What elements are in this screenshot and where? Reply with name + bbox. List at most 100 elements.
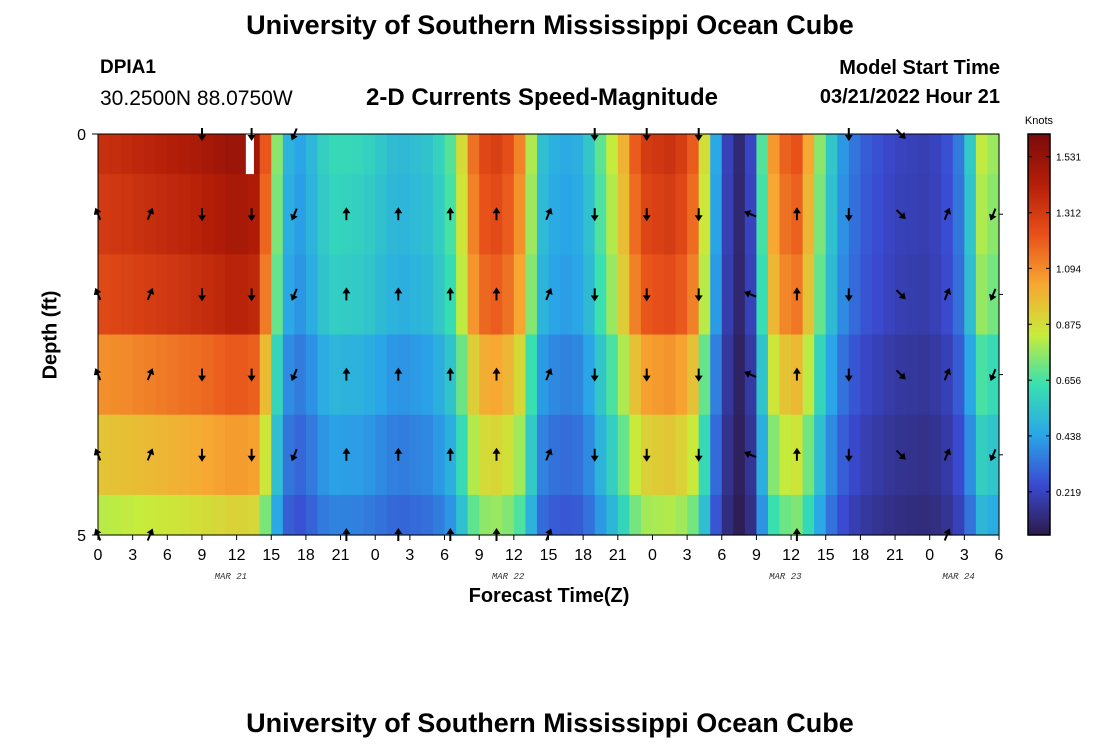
heatmap-cell xyxy=(536,334,550,416)
current-arrow xyxy=(642,208,651,222)
heatmap-cell xyxy=(825,414,838,496)
current-arrow xyxy=(792,447,801,461)
heatmap-cell xyxy=(929,174,942,255)
heatmap-cell xyxy=(814,254,827,336)
heatmap-cell xyxy=(178,414,192,496)
heatmap-cell xyxy=(178,254,192,336)
heatmap-cell xyxy=(432,414,446,496)
heatmap-cell xyxy=(767,414,781,496)
current-arrow xyxy=(744,290,757,298)
heatmap-cell xyxy=(329,494,342,536)
heatmap-cell xyxy=(167,334,180,416)
heatmap-cell xyxy=(675,494,688,536)
heatmap-cell xyxy=(617,414,630,496)
heatmap-cell xyxy=(375,254,388,336)
heatmap-cell xyxy=(329,174,342,255)
heatmap-cell xyxy=(502,334,515,416)
heatmap-cell xyxy=(536,174,550,255)
x-tick-label: 21 xyxy=(332,547,350,564)
current-arrow xyxy=(792,207,801,221)
current-vectors xyxy=(93,128,997,541)
heatmap-cell xyxy=(513,174,526,255)
heatmap-cell xyxy=(744,494,758,536)
heatmap-cell xyxy=(964,414,977,496)
heatmap-cell xyxy=(305,334,319,416)
current-arrow xyxy=(545,287,553,301)
current-arrow xyxy=(394,207,403,221)
heatmap-cell xyxy=(109,414,122,496)
x-tick-label: 21 xyxy=(886,547,904,564)
heatmap-cell xyxy=(386,334,399,416)
heatmap-cell xyxy=(432,174,446,255)
current-arrow xyxy=(590,368,599,382)
heatmap-cell xyxy=(109,494,122,536)
heatmap-cell xyxy=(548,494,561,536)
heatmap-cell xyxy=(190,414,203,496)
heatmap-cell xyxy=(467,134,480,175)
current-arrow xyxy=(642,368,651,382)
heatmap-cell xyxy=(121,254,134,336)
heatmap-cell xyxy=(594,174,607,255)
heatmap-cell xyxy=(190,494,203,536)
heatmap-cell xyxy=(317,334,330,416)
heatmap-cell xyxy=(167,174,180,255)
heatmap-cell xyxy=(121,494,134,536)
heatmap-cell xyxy=(975,414,989,496)
current-arrow xyxy=(590,128,599,141)
x-tick-label: 18 xyxy=(851,547,869,564)
heatmap-cell xyxy=(952,334,965,416)
heatmap-cell xyxy=(98,414,111,496)
heatmap-cell xyxy=(525,254,538,336)
heatmap-cell xyxy=(513,494,526,536)
heatmap-cell xyxy=(525,134,538,175)
heatmap-cell xyxy=(536,134,550,175)
heatmap-cell xyxy=(698,134,711,175)
heatmap-cell xyxy=(837,414,850,496)
heatmap-cell xyxy=(594,414,607,496)
heatmap-cell xyxy=(975,334,989,416)
heatmap-cell xyxy=(329,334,342,416)
heatmap-cell xyxy=(98,254,111,336)
heatmap-cell xyxy=(929,254,942,336)
heatmap-cell xyxy=(675,414,688,496)
heatmap-cell xyxy=(975,494,989,536)
heatmap-cell xyxy=(525,414,538,496)
heatmap-cell xyxy=(594,254,607,336)
heatmap-cell xyxy=(317,174,330,255)
heatmap-cell xyxy=(305,174,319,255)
heatmap-cell xyxy=(248,254,261,336)
heatmap-cell xyxy=(375,414,388,496)
heatmap-cell xyxy=(918,254,931,336)
heatmap-cell xyxy=(594,134,607,175)
heatmap-cell xyxy=(952,414,965,496)
heatmap-cell xyxy=(941,494,954,536)
heatmap-cell xyxy=(409,134,423,175)
heatmap-cell xyxy=(629,254,642,336)
heatmap-cell xyxy=(571,334,584,416)
heatmap-cell xyxy=(305,494,319,536)
heatmap-cell xyxy=(225,334,238,416)
heatmap-cell xyxy=(779,174,792,255)
heatmap-cell xyxy=(756,134,769,175)
heatmap-cell xyxy=(121,334,134,416)
heatmap-cell xyxy=(259,494,272,536)
colorbar-tick-label: 1.094 xyxy=(1056,264,1081,275)
heatmap-cell xyxy=(964,494,977,536)
heatmap-cell xyxy=(664,494,677,536)
colorbar-tick-label: 0.875 xyxy=(1056,320,1081,331)
current-arrow xyxy=(895,369,906,380)
heatmap-cell xyxy=(155,334,168,416)
heatmap-cell xyxy=(687,334,700,416)
heatmap-cell xyxy=(848,134,861,175)
heatmap-cell xyxy=(167,254,180,336)
heatmap-cell xyxy=(305,254,319,336)
current-arrow xyxy=(342,287,351,301)
y-tick-label: 0 xyxy=(77,127,86,144)
current-arrow xyxy=(844,368,853,382)
heatmap-cell xyxy=(213,494,226,536)
date-label: MAR 22 xyxy=(492,572,525,582)
heatmap-cell xyxy=(918,414,931,496)
heatmap-cell xyxy=(352,134,365,175)
heatmap-cell xyxy=(248,174,261,255)
heatmap-cell xyxy=(883,334,896,416)
